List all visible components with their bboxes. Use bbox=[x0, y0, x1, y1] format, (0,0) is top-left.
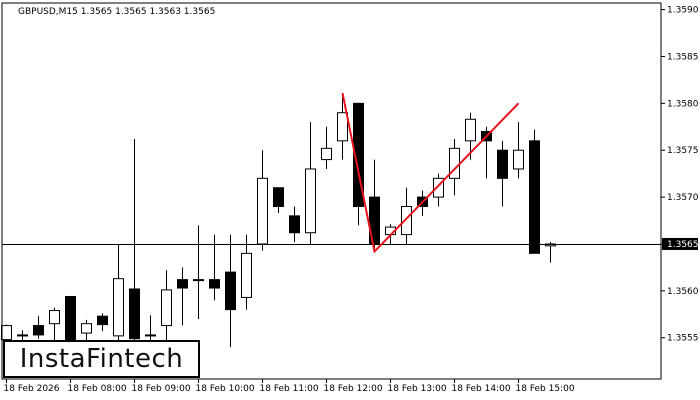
candle-body bbox=[369, 196, 380, 245]
candle-body bbox=[33, 325, 44, 336]
y-tick-label: 1.3580 bbox=[667, 99, 699, 109]
y-tick-label: 1.3560 bbox=[667, 287, 699, 297]
candle-body bbox=[193, 279, 204, 282]
candle-body bbox=[241, 252, 252, 298]
x-tick-label: 18 Feb 2026 bbox=[4, 384, 60, 394]
candle bbox=[433, 173, 444, 207]
x-tick-label: 18 Feb 14:00 bbox=[452, 384, 511, 394]
candle bbox=[481, 126, 492, 179]
candle bbox=[513, 122, 524, 179]
candle bbox=[305, 122, 316, 244]
x-tick-label: 18 Feb 08:00 bbox=[68, 384, 127, 394]
candle-body bbox=[273, 187, 284, 207]
y-tick-label: 1.3585 bbox=[667, 52, 699, 62]
candle-body bbox=[97, 315, 108, 326]
x-tick-label: 18 Feb 11:00 bbox=[260, 384, 319, 394]
candle-body bbox=[465, 118, 476, 142]
candle bbox=[97, 313, 108, 332]
x-tick-label: 18 Feb 12:00 bbox=[324, 384, 383, 394]
candle-body bbox=[145, 334, 156, 337]
candle-body bbox=[401, 205, 412, 236]
candle bbox=[161, 270, 172, 342]
candle bbox=[193, 225, 204, 319]
y-tick-label: 1.3555 bbox=[667, 334, 699, 344]
current-price-label: 1.3565 bbox=[667, 240, 699, 250]
candle-body bbox=[161, 289, 172, 327]
candle-body bbox=[225, 271, 236, 311]
candle bbox=[113, 243, 124, 357]
candle-body bbox=[177, 279, 188, 289]
candle-body bbox=[305, 168, 316, 234]
plot-frame bbox=[1, 2, 662, 380]
candle bbox=[369, 159, 380, 249]
candle-body bbox=[289, 215, 300, 234]
current-price-box bbox=[662, 237, 698, 250]
candle bbox=[529, 129, 540, 254]
candle-body bbox=[529, 140, 540, 254]
y-tick-label: 1.3575 bbox=[667, 146, 699, 156]
candle-body bbox=[337, 112, 348, 142]
candle bbox=[129, 138, 140, 348]
candle bbox=[49, 307, 60, 341]
x-tick-label: 18 Feb 13:00 bbox=[388, 384, 447, 394]
candle bbox=[257, 150, 268, 251]
candle-body bbox=[321, 147, 332, 161]
candle bbox=[321, 126, 332, 169]
candle bbox=[273, 187, 284, 214]
candle bbox=[401, 187, 412, 244]
candle bbox=[497, 140, 508, 207]
candle bbox=[177, 267, 188, 326]
candle bbox=[353, 102, 364, 226]
candle-body bbox=[49, 310, 60, 325]
candle bbox=[545, 242, 556, 263]
candle bbox=[337, 93, 348, 160]
candle-body bbox=[257, 177, 268, 245]
candle bbox=[289, 206, 300, 243]
candle bbox=[33, 316, 44, 339]
x-tick-label: 18 Feb 10:00 bbox=[196, 384, 255, 394]
y-tick-label: 1.3570 bbox=[667, 193, 699, 203]
brand-logo: InstaFintech bbox=[3, 340, 200, 378]
candle bbox=[241, 234, 252, 310]
candle-body bbox=[1, 325, 12, 341]
chart-title: GBPUSD,M15 1.3565 1.3565 1.3563 1.3565 bbox=[18, 7, 215, 17]
candle bbox=[209, 234, 220, 301]
x-tick-label: 18 Feb 15:00 bbox=[516, 384, 575, 394]
candle-body bbox=[81, 323, 92, 334]
pattern-line bbox=[341, 92, 520, 254]
logo-text: InstaFintech bbox=[19, 344, 184, 374]
x-tick-label: 18 Feb 09:00 bbox=[132, 384, 191, 394]
candle-body bbox=[433, 177, 444, 198]
y-tick-label: 1.3590 bbox=[667, 6, 699, 16]
candle-body bbox=[353, 102, 364, 207]
candle-body bbox=[113, 278, 124, 337]
candle bbox=[449, 138, 460, 196]
candle-body bbox=[497, 149, 508, 179]
candle-body bbox=[129, 288, 140, 340]
candle-body bbox=[209, 279, 220, 289]
candle-body bbox=[513, 149, 524, 170]
candle-body bbox=[17, 334, 28, 337]
candle bbox=[225, 234, 236, 348]
